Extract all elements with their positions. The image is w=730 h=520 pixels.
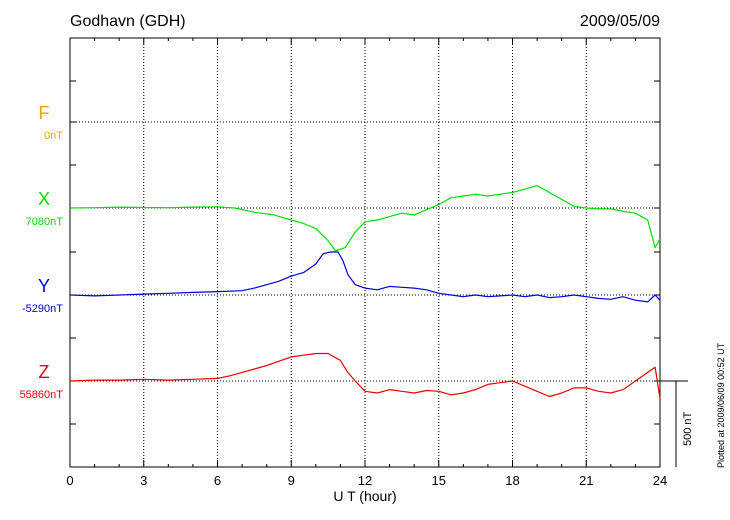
series-name-y: Y: [38, 276, 50, 296]
series-name-f: F: [39, 103, 50, 123]
series-line-y: [69, 251, 661, 303]
station-title: Godhavn (GDH): [70, 13, 186, 30]
scale-bar: 500 nT: [660, 380, 694, 467]
x-tick-labels: 0 3 6 9 12 15 18 21 24: [66, 473, 667, 488]
x-tick-label: 18: [505, 473, 519, 488]
date-label: 2009/05/09: [580, 13, 660, 30]
x-tick-label: 15: [432, 473, 446, 488]
x-tick-label: 21: [579, 473, 593, 488]
x-tick-label: 0: [66, 473, 73, 488]
series-labels: F 0nT X 7080nT Y -5290nT Z 55860nT: [20, 103, 64, 401]
plot-frame: [69, 37, 661, 468]
series-baseline-z: 55860nT: [20, 389, 64, 401]
series-baseline-f: 0nT: [44, 130, 63, 142]
series-line-z: [69, 352, 661, 399]
x-tick-label: 3: [140, 473, 147, 488]
plotted-note: Plotted at 2009/06/09 00:52 UT: [716, 342, 726, 468]
x-tick-label: 12: [358, 473, 372, 488]
series-name-z: Z: [39, 362, 50, 382]
tick-marks: [69, 38, 661, 467]
scale-bar-label: 500 nT: [682, 411, 694, 446]
x-tick-label: 6: [214, 473, 221, 488]
x-axis-label: U T (hour): [333, 488, 396, 504]
series-line-x: [69, 185, 661, 252]
series-baseline-y: -5290nT: [22, 303, 63, 315]
x-tick-label: 9: [288, 473, 295, 488]
grid: [70, 38, 660, 467]
series-baseline-x: 7080nT: [26, 216, 64, 228]
x-tick-label: 24: [653, 473, 667, 488]
series-name-x: X: [38, 189, 50, 209]
series-lines: [69, 185, 661, 399]
